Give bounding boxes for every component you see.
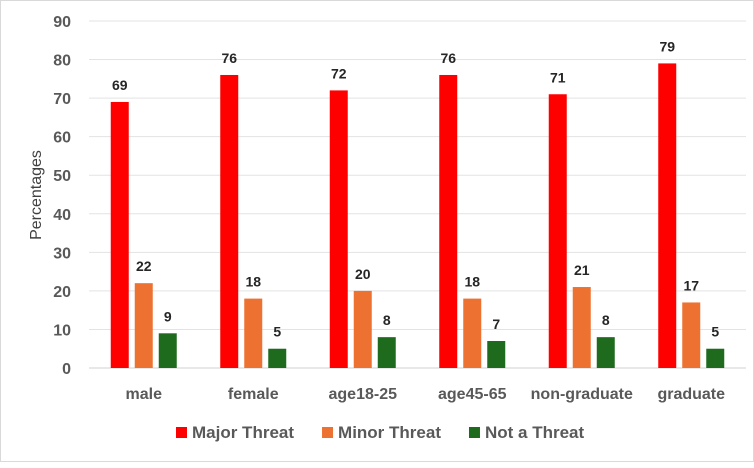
x-tick-label: male xyxy=(126,386,163,403)
data-label: 5 xyxy=(273,324,281,340)
legend-item: Major Threat xyxy=(176,423,294,442)
y-tick-label: 0 xyxy=(62,361,71,378)
data-label: 8 xyxy=(383,312,391,328)
bar-minor-threat xyxy=(134,283,153,368)
legend-label: Not a Threat xyxy=(485,423,585,442)
legend-swatch xyxy=(468,427,480,438)
legend-swatch xyxy=(176,427,187,438)
data-label: 76 xyxy=(221,50,237,66)
bar-major-threat xyxy=(439,74,458,368)
legend-label: Major Threat xyxy=(192,423,294,442)
y-tick-label: 90 xyxy=(53,14,71,31)
bar-minor-threat xyxy=(244,298,263,368)
legend-label: Minor Threat xyxy=(338,423,441,442)
bar-minor-threat xyxy=(682,302,701,368)
legend: Major Threat Minor Threat Not a Threat xyxy=(176,423,585,442)
y-tick-label: 60 xyxy=(53,130,71,147)
data-label: 76 xyxy=(440,50,456,66)
data-label: 72 xyxy=(331,65,347,81)
y-axis-label: Percentages xyxy=(28,150,45,240)
y-tick-label: 80 xyxy=(53,53,71,70)
legend-swatch xyxy=(322,427,334,438)
y-tick-label: 50 xyxy=(53,168,71,185)
y-tick-label: 70 xyxy=(53,91,71,108)
x-tick-label: graduate xyxy=(657,386,725,403)
data-label: 79 xyxy=(659,38,675,54)
bar-major-threat xyxy=(329,90,348,369)
bar-not-a-threat xyxy=(706,348,725,368)
data-label: 20 xyxy=(355,266,371,282)
bar-minor-threat xyxy=(353,290,372,368)
bar-not-a-threat xyxy=(158,333,177,368)
y-tick-label: 10 xyxy=(53,322,71,339)
y-tick-label: 30 xyxy=(53,245,71,262)
x-tick-label: female xyxy=(228,386,279,403)
data-label: 7 xyxy=(492,316,500,332)
data-label: 22 xyxy=(136,258,152,274)
bar-major-threat xyxy=(658,63,677,369)
legend-item: Minor Threat xyxy=(322,423,441,442)
bar-minor-threat xyxy=(463,298,482,368)
x-tick-label: age45-65 xyxy=(438,386,507,403)
bar-major-threat xyxy=(110,101,129,368)
data-label: 9 xyxy=(164,308,172,324)
y-tick-label: 40 xyxy=(53,207,71,224)
bar-major-threat xyxy=(548,94,567,368)
legend-item: Not a Threat xyxy=(468,423,585,442)
data-label: 5 xyxy=(711,324,719,340)
bar-not-a-threat xyxy=(596,337,615,368)
data-label: 17 xyxy=(683,277,699,293)
x-tick-label: non-graduate xyxy=(531,386,633,403)
bar-not-a-threat xyxy=(268,348,287,368)
bar-not-a-threat xyxy=(377,337,396,368)
data-label: 8 xyxy=(602,312,610,328)
bar-major-threat xyxy=(220,74,239,368)
data-label: 18 xyxy=(245,274,261,290)
data-label: 21 xyxy=(574,262,590,278)
data-label: 69 xyxy=(112,77,128,93)
data-label: 18 xyxy=(464,274,480,290)
bar-not-a-threat xyxy=(487,341,506,368)
data-label: 71 xyxy=(550,69,566,85)
x-tick-label: age18-25 xyxy=(329,386,398,403)
bar-minor-threat xyxy=(572,287,591,368)
y-tick-label: 20 xyxy=(53,284,71,301)
